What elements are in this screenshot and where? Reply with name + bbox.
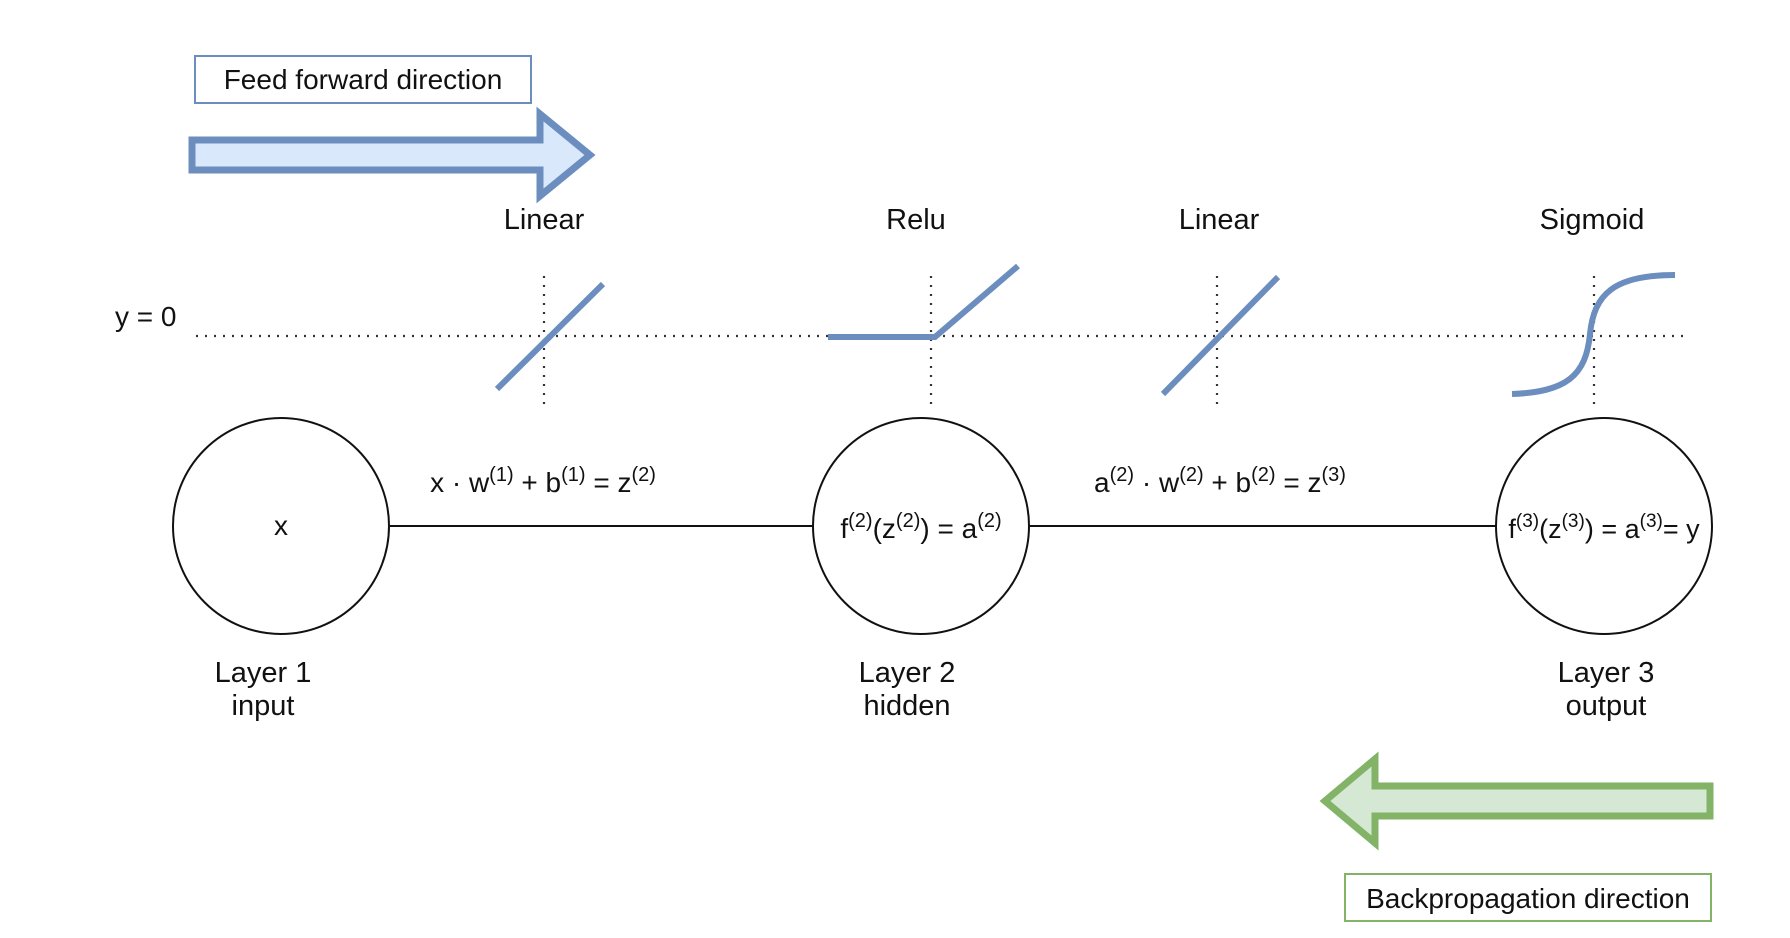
layer2-name: Layer 2 [859, 657, 956, 689]
linear-curve-2 [1160, 274, 1281, 397]
activation-label-2: Relu [886, 204, 946, 236]
node-layer1-content: x [274, 510, 288, 541]
activation-label-4: Sigmoid [1540, 204, 1645, 236]
node-layer1 [172, 417, 390, 635]
layer1-role: input [232, 690, 295, 722]
feed-forward-box [194, 55, 532, 104]
activation-label-3: Linear [1179, 204, 1260, 236]
backpropagation-box [1344, 873, 1712, 922]
layer3-name: Layer 3 [1558, 657, 1655, 689]
backpropagation-arrow [1319, 751, 1714, 851]
node-layer3 [1495, 417, 1713, 635]
node-layer2-equation: f(2)(z(2)) = a(2) [840, 510, 1001, 544]
node-layer3-equation: f(3)(z(3)) = a(3)= y [1508, 511, 1700, 544]
activation-label-1: Linear [504, 204, 585, 236]
feed-forward-label-box: Feed forward direction [194, 55, 532, 104]
baseline-label: y = 0 [115, 301, 176, 332]
backpropagation-label-box: Backpropagation direction [1344, 873, 1712, 922]
feed-forward-arrow [188, 106, 596, 204]
sigmoid-curve [1511, 272, 1676, 397]
layer2-role: hidden [863, 690, 950, 722]
edge2-equation: a(2) · w(2) + b(2) = z(3) [1094, 464, 1346, 498]
node-layer2 [812, 417, 1030, 635]
feed-forward-label: Feed forward direction [224, 64, 503, 95]
backpropagation-label: Backpropagation direction [1366, 883, 1690, 914]
linear-curve-1 [494, 281, 606, 392]
layer3-role: output [1566, 690, 1647, 722]
edge1-equation: x · w(1) + b(1) = z(2) [430, 464, 656, 498]
relu-curve [828, 263, 1020, 340]
layer1-name: Layer 1 [215, 657, 312, 689]
